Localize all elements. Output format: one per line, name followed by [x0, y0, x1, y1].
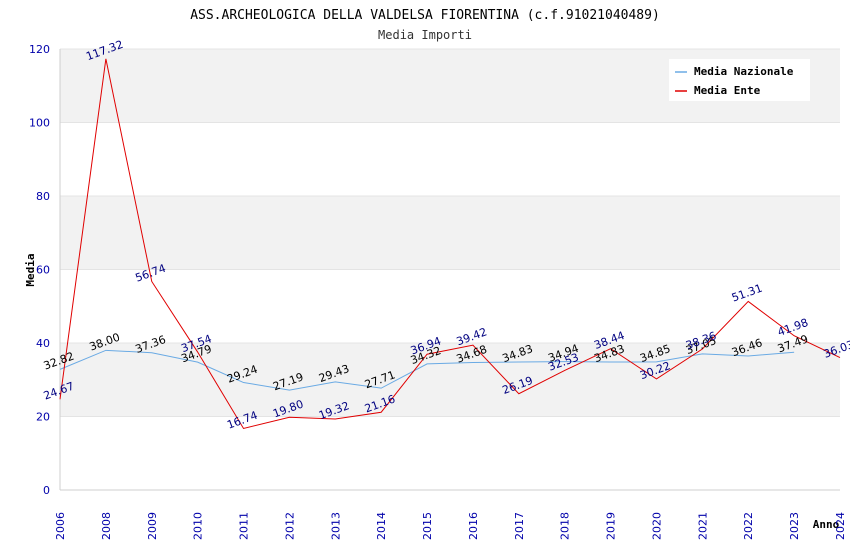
axes — [59, 48, 840, 491]
series-line-nazionale — [59, 349, 795, 391]
y-tick-label: 0 — [43, 484, 50, 497]
grid-band — [60, 122, 840, 196]
x-tick-label: 2019 — [605, 512, 618, 540]
y-tick-label: 20 — [36, 411, 50, 424]
y-tick-label: 60 — [36, 264, 50, 277]
x-tick-label: 2015 — [421, 512, 434, 540]
legend-label-ente: Media Ente — [694, 84, 761, 97]
chart-subtitle: Media Importi — [378, 28, 472, 42]
x-tick-label: 2023 — [788, 512, 801, 540]
x-tick-label: 2008 — [100, 512, 113, 540]
x-tick-label: 2006 — [54, 512, 67, 540]
x-tick-label: 2021 — [696, 512, 709, 540]
x-tick-label: 2022 — [742, 512, 755, 540]
legend-box — [669, 59, 810, 101]
series-lines — [59, 58, 841, 430]
x-tick-label: 2011 — [238, 512, 251, 540]
x-tick-label: 2020 — [650, 512, 663, 540]
x-axis-label: Anno — [813, 518, 840, 531]
grid-band — [60, 416, 840, 490]
x-tick-label: 2016 — [467, 512, 480, 540]
x-tick-label: 2009 — [146, 512, 159, 540]
y-tick-label: 40 — [36, 337, 50, 350]
x-tick-label: 2024 — [834, 512, 847, 540]
x-tick-label: 2010 — [192, 512, 205, 540]
grid-band — [60, 269, 840, 343]
y-tick-label: 100 — [29, 117, 50, 130]
x-tick-label: 2012 — [283, 512, 296, 540]
grid-band — [60, 196, 840, 270]
grid-band — [60, 343, 840, 417]
x-tick-label: 2013 — [329, 512, 342, 540]
y-ticks: 0 20 40 60 80 100 120 — [29, 43, 50, 497]
y-tick-label: 80 — [36, 190, 50, 203]
legend: Media Nazionale Media Ente — [669, 59, 810, 101]
x-tick-label: 2017 — [513, 512, 526, 540]
legend-label-nazionale: Media Nazionale — [694, 65, 794, 78]
x-ticks: 2006 2008 2009 2010 2011 2012 2013 2014 2015 2016… — [54, 512, 847, 540]
series-line-ente — [59, 58, 841, 430]
chart-title: ASS.ARCHEOLOGICA DELLA VALDELSA FIORENTI… — [190, 8, 660, 23]
y-tick-label: 120 — [29, 43, 50, 56]
y-axis-label: Media — [24, 253, 37, 286]
x-tick-label: 2014 — [375, 512, 388, 540]
x-tick-label: 2018 — [559, 512, 572, 540]
